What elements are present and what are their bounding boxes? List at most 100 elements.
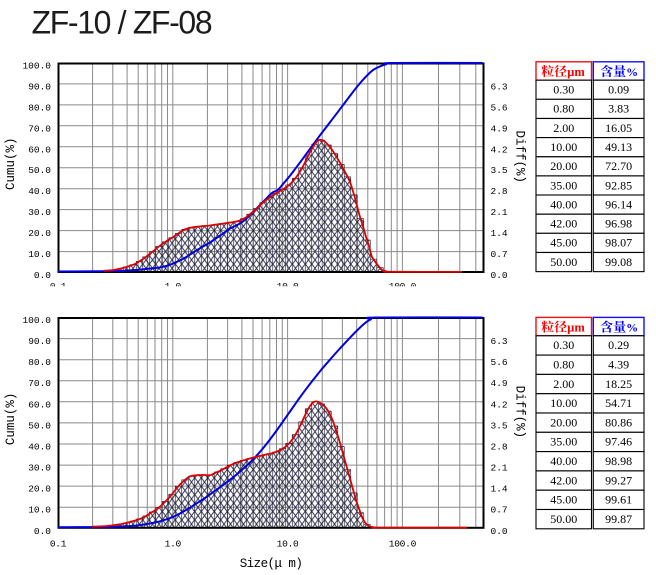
svg-text:99.61: 99.61 — [605, 493, 632, 507]
svg-text:50.0: 50.0 — [28, 165, 51, 176]
svg-text:96.98: 96.98 — [605, 217, 632, 231]
svg-text:10.00: 10.00 — [550, 140, 577, 154]
svg-text:2.1: 2.1 — [491, 207, 508, 218]
svg-text:0.0: 0.0 — [34, 526, 51, 537]
svg-text:0.0: 0.0 — [491, 270, 508, 281]
svg-text:90.0: 90.0 — [28, 336, 51, 347]
svg-text:16.05: 16.05 — [605, 121, 632, 135]
svg-text:1.0: 1.0 — [165, 539, 182, 550]
svg-text:100.0: 100.0 — [389, 281, 417, 292]
svg-text:Cumu(%): Cumu(%) — [4, 393, 18, 446]
svg-text:%: % — [626, 321, 638, 335]
svg-text:49.13: 49.13 — [605, 140, 632, 154]
svg-text:4.9: 4.9 — [491, 378, 508, 389]
svg-text:10.00: 10.00 — [550, 396, 577, 410]
svg-text:10.0: 10.0 — [28, 505, 51, 516]
svg-text:5.6: 5.6 — [491, 357, 508, 368]
svg-text:20.0: 20.0 — [28, 484, 51, 495]
svg-text:40.0: 40.0 — [28, 186, 51, 197]
svg-text:0.29: 0.29 — [608, 338, 629, 352]
svg-text:μm: μm — [567, 321, 585, 335]
svg-text:ZF-10 / ZF-08: ZF-10 / ZF-08 — [32, 5, 212, 41]
svg-text:0.0: 0.0 — [491, 526, 508, 537]
svg-text:42.00: 42.00 — [550, 217, 577, 231]
svg-text:4.2: 4.2 — [491, 144, 508, 155]
svg-text:50.00: 50.00 — [550, 512, 577, 526]
svg-text:1.0: 1.0 — [165, 281, 182, 292]
svg-text:90.0: 90.0 — [28, 81, 51, 92]
svg-text:100.0: 100.0 — [22, 315, 51, 326]
svg-text:0.80: 0.80 — [553, 358, 574, 372]
svg-text:20.00: 20.00 — [550, 159, 577, 173]
svg-text:99.08: 99.08 — [605, 255, 632, 269]
svg-text:54.71: 54.71 — [605, 396, 632, 410]
svg-text:1.4: 1.4 — [491, 228, 508, 239]
svg-text:30.0: 30.0 — [28, 207, 51, 218]
svg-text:92.85: 92.85 — [605, 178, 632, 192]
svg-text:6.3: 6.3 — [491, 81, 508, 92]
svg-text:5.6: 5.6 — [491, 102, 508, 113]
svg-text:Size(μ m): Size(μ m) — [240, 557, 303, 571]
svg-text:0.7: 0.7 — [491, 249, 508, 260]
svg-text:0.0: 0.0 — [34, 270, 51, 281]
svg-text:3.5: 3.5 — [491, 420, 508, 431]
svg-text:40.00: 40.00 — [550, 197, 577, 211]
svg-text:30.0: 30.0 — [28, 463, 51, 474]
svg-text:Diff(%): Diff(%) — [513, 386, 527, 439]
svg-text:4.39: 4.39 — [608, 358, 629, 372]
svg-text:0.80: 0.80 — [553, 102, 574, 116]
svg-text:98.98: 98.98 — [605, 454, 632, 468]
svg-text:80.0: 80.0 — [28, 357, 51, 368]
svg-text:20.00: 20.00 — [550, 415, 577, 429]
svg-text:70.0: 70.0 — [28, 123, 51, 134]
svg-text:3.5: 3.5 — [491, 165, 508, 176]
svg-text:μm: μm — [567, 65, 585, 79]
svg-text:0.1: 0.1 — [50, 539, 67, 550]
svg-text:80.86: 80.86 — [605, 415, 632, 429]
svg-text:18.25: 18.25 — [605, 377, 632, 391]
svg-text:100.0: 100.0 — [389, 539, 417, 550]
svg-text:20.0: 20.0 — [28, 228, 51, 239]
svg-text:4.9: 4.9 — [491, 123, 508, 134]
svg-text:1.4: 1.4 — [491, 484, 508, 495]
svg-text:10.0: 10.0 — [28, 249, 51, 260]
svg-text:35.00: 35.00 — [550, 178, 577, 192]
svg-text:%: % — [626, 65, 638, 79]
svg-text:100.0: 100.0 — [22, 61, 51, 72]
svg-text:0.30: 0.30 — [553, 338, 574, 352]
svg-text:40.00: 40.00 — [550, 454, 577, 468]
svg-text:80.0: 80.0 — [28, 102, 51, 113]
svg-text:45.00: 45.00 — [550, 236, 577, 250]
svg-text:Cumu(%): Cumu(%) — [4, 138, 18, 191]
svg-text:0.30: 0.30 — [553, 83, 574, 97]
svg-text:99.27: 99.27 — [605, 473, 632, 487]
svg-text:60.0: 60.0 — [28, 399, 51, 410]
svg-text:2.00: 2.00 — [553, 377, 574, 391]
svg-text:10.0: 10.0 — [277, 281, 299, 292]
svg-text:6.3: 6.3 — [491, 336, 508, 347]
svg-text:3.83: 3.83 — [608, 102, 629, 116]
svg-text:50.00: 50.00 — [550, 255, 577, 269]
svg-text:99.87: 99.87 — [605, 512, 632, 526]
svg-text:2.8: 2.8 — [491, 186, 508, 197]
svg-text:97.46: 97.46 — [605, 435, 632, 449]
svg-text:45.00: 45.00 — [550, 493, 577, 507]
svg-text:0.1: 0.1 — [50, 281, 67, 292]
svg-text:0.7: 0.7 — [491, 505, 508, 516]
svg-text:72.70: 72.70 — [605, 159, 632, 173]
svg-text:98.07: 98.07 — [605, 236, 632, 250]
svg-text:2.00: 2.00 — [553, 121, 574, 135]
svg-text:96.14: 96.14 — [605, 197, 632, 211]
svg-text:42.00: 42.00 — [550, 473, 577, 487]
svg-text:60.0: 60.0 — [28, 144, 51, 155]
svg-text:2.1: 2.1 — [491, 463, 508, 474]
svg-text:40.0: 40.0 — [28, 442, 51, 453]
svg-text:4.2: 4.2 — [491, 399, 508, 410]
svg-text:70.0: 70.0 — [28, 378, 51, 389]
svg-text:10.0: 10.0 — [277, 539, 299, 550]
svg-text:2.8: 2.8 — [491, 442, 508, 453]
svg-text:50.0: 50.0 — [28, 420, 51, 431]
svg-text:0.09: 0.09 — [608, 83, 629, 97]
svg-text:Diff(%): Diff(%) — [513, 131, 527, 184]
svg-text:35.00: 35.00 — [550, 435, 577, 449]
